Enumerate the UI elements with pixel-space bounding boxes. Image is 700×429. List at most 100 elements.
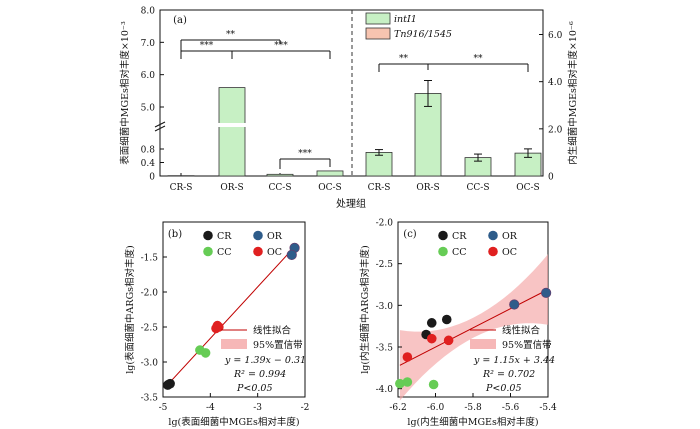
left-y-tick-label: 7.0 xyxy=(141,39,156,49)
regression-equation: y = 1.39x − 0.31 xyxy=(224,355,306,366)
bar-intI1-surface xyxy=(218,87,246,177)
regression-equation: y = 1.15x + 3.44 xyxy=(473,355,555,366)
legend-label-OR: OR xyxy=(502,231,518,242)
left-y-axis-title: 表面细菌中MGEs相对丰度×10⁻³ xyxy=(119,21,131,165)
x-tick-label: CR-S xyxy=(170,183,193,193)
x-tick-label: -6.2 xyxy=(389,403,406,413)
right-y-axis-title: 内生细菌中MGEs相对丰度×10⁻⁶ xyxy=(567,21,579,165)
legend-band-label: 95%置信带 xyxy=(253,339,303,351)
significance-label: *** xyxy=(200,41,214,51)
significance-label: ** xyxy=(474,54,484,64)
x-tick-label: CC-S xyxy=(269,183,292,193)
bar-break-gap xyxy=(218,123,246,127)
r-squared: R² = 0.994 xyxy=(233,369,286,380)
fit-line xyxy=(164,245,296,388)
point-OC xyxy=(214,322,224,332)
legend-marker-OR xyxy=(488,230,498,241)
left-y-tick-label: 0 xyxy=(149,173,155,183)
bar-intI1-surface xyxy=(316,170,344,177)
x-tick-label: -5 xyxy=(159,403,168,413)
point-OC xyxy=(443,335,454,346)
right-y-tick-label: 2.0 xyxy=(548,125,563,135)
point-CR xyxy=(441,314,452,325)
legend-label-OC: OC xyxy=(502,247,517,258)
legend-label-CC: CC xyxy=(452,247,467,258)
significance-label: ** xyxy=(226,30,236,40)
x-axis-title: lg(内生细菌中MGEs相对丰度) xyxy=(407,416,538,428)
x-axis-title: lg(表面细菌中MGEs相对丰度) xyxy=(168,416,299,428)
point-OC xyxy=(402,352,413,362)
point-OR xyxy=(509,299,520,310)
y-tick-label: -3.0 xyxy=(376,302,394,312)
x-tick-label: -5.8 xyxy=(464,403,482,413)
significance-label: *** xyxy=(298,149,312,159)
legend-marker-OC xyxy=(253,246,263,257)
x-tick-label: -2 xyxy=(301,403,310,413)
legend-label-intI1: intI1 xyxy=(394,14,417,25)
x-tick-label: OC-S xyxy=(318,183,341,193)
legend-label-CC: CC xyxy=(217,247,232,258)
legend-fit-label: 线性拟合 xyxy=(253,325,292,337)
panel-c-label: (c) xyxy=(403,229,417,240)
point-CC xyxy=(428,379,439,390)
right-y-tick-label: 6.0 xyxy=(548,31,563,41)
point-OR xyxy=(286,249,297,260)
legend-marker-OC xyxy=(488,246,498,257)
legend-swatch-intI1 xyxy=(365,12,391,25)
y-tick-label: -3.0 xyxy=(141,359,159,369)
y-tick-label: -2.5 xyxy=(376,260,394,270)
point-CC xyxy=(402,377,413,387)
point-OR xyxy=(541,287,552,298)
legend-marker-CC xyxy=(438,246,448,257)
legend-marker-CC xyxy=(203,246,213,257)
x-tick-label: -3 xyxy=(253,403,262,413)
axis-break-mark xyxy=(154,125,166,132)
point-OC xyxy=(426,333,437,344)
x-tick-label: -4 xyxy=(206,403,215,413)
y-axis-title: lg(表面细菌中ARGs相对丰度) xyxy=(124,245,136,374)
y-tick-label: -2.0 xyxy=(141,289,159,299)
legend-swatch-tn916 xyxy=(365,27,391,40)
x-tick-label: -5.6 xyxy=(502,403,520,413)
panel-b-frame xyxy=(162,221,306,398)
y-tick-label: -4.0 xyxy=(376,385,394,395)
point-CR xyxy=(426,318,437,328)
x-axis-title: 处理组 xyxy=(336,197,366,210)
y-tick-label: -3.5 xyxy=(141,394,159,404)
significance-label: *** xyxy=(274,41,288,51)
legend-band-swatch xyxy=(470,339,496,349)
x-tick-label: OR-S xyxy=(220,183,243,193)
x-tick-label: OC-S xyxy=(516,183,539,193)
legend-band-label: 95%置信带 xyxy=(502,339,552,351)
y-tick-label: -3.5 xyxy=(376,344,394,354)
bar-intI1-endophytic xyxy=(414,93,442,177)
legend-label-CR: CR xyxy=(217,231,232,242)
left-y-tick-label: 6.0 xyxy=(141,71,156,81)
p-value: P<0.05 xyxy=(236,383,273,394)
legend-band-swatch xyxy=(221,339,247,349)
panel-b-label: (b) xyxy=(168,229,182,240)
y-axis-title: lg(内生细菌中ARGs相对丰度) xyxy=(359,245,371,374)
right-y-tick-label: 4.0 xyxy=(548,78,563,88)
point-CR xyxy=(163,379,174,390)
legend-label-OC: OC xyxy=(267,247,282,258)
point-CC xyxy=(395,378,405,389)
legend-marker-OR xyxy=(253,230,263,241)
r-squared: R² = 0.702 xyxy=(482,369,535,380)
legend-label-OR: OR xyxy=(267,231,283,242)
legend-label-tn916: Tn916/1545 xyxy=(394,29,452,40)
x-tick-label: -5.4 xyxy=(539,403,557,413)
x-tick-label: CC-S xyxy=(467,183,490,193)
y-tick-label: -2.0 xyxy=(376,219,394,229)
significance-label: ** xyxy=(399,54,409,64)
left-y-tick-label: 5.0 xyxy=(141,104,156,114)
bar-intI1-endophytic xyxy=(365,152,393,177)
axis-break-mark xyxy=(154,121,166,128)
left-y-tick-label: 0.8 xyxy=(141,146,156,156)
x-tick-label: OR-S xyxy=(416,183,439,193)
left-y-tick-label: 0.4 xyxy=(141,159,156,169)
y-tick-label: -2.5 xyxy=(141,324,159,334)
legend-marker-CR xyxy=(203,230,213,241)
x-tick-label: CR-S xyxy=(368,183,391,193)
legend-marker-CR xyxy=(438,230,448,241)
